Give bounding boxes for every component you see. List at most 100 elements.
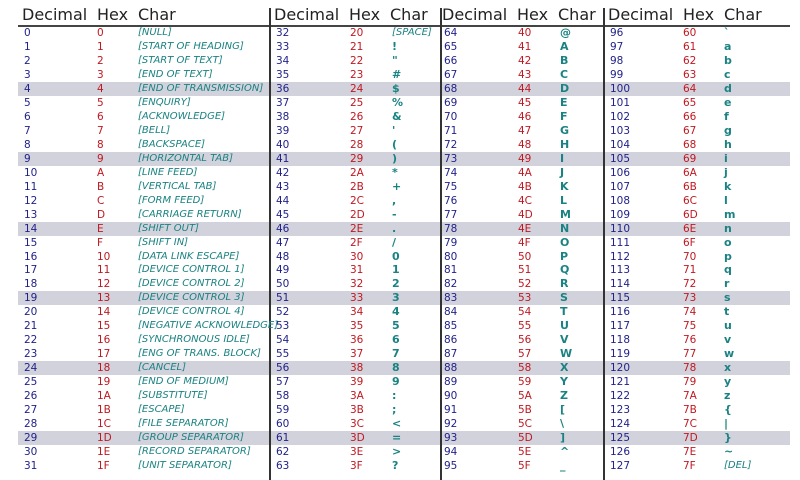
- decimal-value: 123: [610, 404, 631, 417]
- char-value: [CARRIAGE RETURN]: [138, 208, 242, 220]
- char-value: .: [392, 221, 397, 235]
- decimal-value: 64: [444, 27, 458, 39]
- decimal-value: 81: [444, 264, 458, 277]
- decimal-value: 25: [24, 376, 38, 389]
- hex-value: 38: [350, 362, 364, 375]
- char-value: [NEGATIVE ACKNOWLEDGE]: [138, 320, 279, 332]
- hex-value: 49: [518, 152, 532, 165]
- char-value: t: [724, 305, 730, 319]
- hex-value: B: [97, 180, 105, 193]
- hex-value: 62: [683, 54, 697, 67]
- char-value: [DEVICE CONTROL 3]: [138, 292, 245, 304]
- decimal-value: 97: [610, 40, 624, 53]
- decimal-value: 32: [276, 27, 290, 39]
- char-value: h: [724, 137, 732, 151]
- decimal-value: 125: [610, 432, 631, 445]
- char-value: x: [724, 361, 732, 375]
- decimal-value: 84: [444, 306, 458, 319]
- hex-value: 1B: [97, 404, 111, 417]
- decimal-value: 11: [24, 180, 38, 193]
- hex-value: 15: [97, 320, 111, 333]
- hex-value: C: [97, 194, 105, 207]
- hex-value: 76: [683, 334, 697, 347]
- char-value: k: [724, 179, 732, 193]
- decimal-value: 94: [444, 446, 458, 459]
- hex-value: 3: [97, 68, 104, 81]
- decimal-value: 96: [610, 27, 624, 39]
- char-value: v: [724, 333, 732, 347]
- decimal-value: 17: [24, 264, 38, 277]
- hex-value: 31: [350, 264, 364, 277]
- decimal-value: 124: [610, 418, 631, 431]
- decimal-value: 63: [276, 460, 290, 473]
- char-value: [END OF TRANSMISSION]: [138, 82, 264, 94]
- char-value: 4: [392, 305, 400, 319]
- decimal-value: 75: [444, 180, 458, 193]
- char-value: [LINE FEED]: [138, 166, 198, 178]
- decimal-value: 33: [276, 40, 290, 53]
- hex-value: 5F: [518, 460, 531, 473]
- char-value: n: [724, 221, 732, 235]
- decimal-value: 69: [444, 96, 458, 109]
- decimal-value: 106: [610, 166, 631, 179]
- char-value: a: [724, 39, 732, 53]
- column-header-char: Char: [724, 5, 762, 24]
- hex-value: 2E: [350, 222, 364, 235]
- decimal-value: 13: [24, 208, 38, 221]
- decimal-value: 65: [444, 40, 458, 53]
- decimal-value: 126: [610, 446, 631, 459]
- hex-value: 66: [683, 110, 697, 123]
- hex-value: 22: [350, 54, 364, 67]
- decimal-value: 51: [276, 292, 290, 305]
- decimal-value: 49: [276, 264, 290, 277]
- hex-value: 67: [683, 124, 697, 137]
- char-value: U: [560, 319, 569, 333]
- decimal-value: 112: [610, 250, 631, 263]
- char-value: [SUBSTITUTE]: [138, 390, 208, 402]
- hex-value: 29: [350, 152, 364, 165]
- hex-value: 1E: [97, 446, 111, 459]
- hex-value: 30: [350, 250, 364, 263]
- char-value: N: [560, 221, 570, 235]
- hex-value: 20: [350, 27, 364, 39]
- decimal-value: 61: [276, 432, 290, 445]
- hex-value: 2: [97, 54, 104, 67]
- char-value: {: [724, 403, 732, 417]
- hex-value: 27: [350, 124, 364, 137]
- char-value: j: [724, 165, 728, 179]
- hex-value: 3C: [350, 418, 365, 431]
- decimal-value: 120: [610, 362, 631, 375]
- char-value: S: [560, 291, 568, 305]
- char-value: !: [392, 39, 398, 53]
- char-value: A: [560, 39, 569, 53]
- decimal-value: 79: [444, 236, 458, 249]
- hex-value: 3F: [350, 460, 363, 473]
- char-value: [ESCAPE]: [138, 404, 185, 416]
- hex-value: 75: [683, 320, 697, 333]
- highlight-band: [18, 431, 790, 446]
- char-value: ~: [724, 445, 734, 459]
- hex-value: 63: [683, 68, 697, 81]
- decimal-value: 52: [276, 306, 290, 319]
- char-value: [ACKNOWLEDGE]: [138, 110, 226, 122]
- hex-value: 7C: [683, 418, 698, 431]
- column-header-hex: Hex: [349, 5, 381, 24]
- hex-value: 78: [683, 362, 697, 375]
- column-divider: [269, 8, 271, 480]
- char-value: Q: [560, 263, 570, 277]
- char-value: r: [724, 277, 730, 291]
- decimal-value: 127: [610, 460, 631, 473]
- decimal-value: 19: [24, 292, 38, 305]
- decimal-value: 88: [444, 362, 458, 375]
- char-value: I: [560, 151, 565, 165]
- decimal-value: 110: [610, 222, 631, 235]
- hex-value: 54: [518, 306, 532, 319]
- hex-value: 40: [518, 27, 532, 39]
- char-value: G: [560, 123, 570, 137]
- decimal-value: 80: [444, 250, 458, 263]
- hex-value: 18: [97, 362, 111, 375]
- hex-value: 5A: [518, 390, 532, 403]
- highlight-band: [18, 81, 790, 96]
- char-value: K: [560, 179, 569, 193]
- decimal-value: 90: [444, 390, 458, 403]
